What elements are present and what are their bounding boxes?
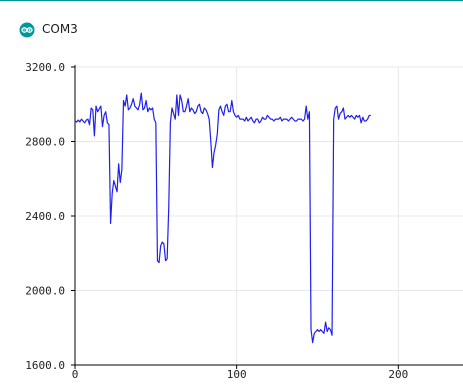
series-line xyxy=(74,92,371,344)
x-tick-label: 0 xyxy=(72,368,79,381)
y-tick-label: 2800.0 xyxy=(25,136,65,149)
y-tick-label: 3200.0 xyxy=(25,61,65,74)
x-tick-label: 100 xyxy=(227,368,247,381)
title-bar: COM3 xyxy=(0,14,463,46)
window-top-edge xyxy=(0,0,463,15)
axis-layer: 1600.0 2000.0 2400.0 2800.0 3200.0 0 100 200 xyxy=(25,61,463,381)
x-tick-label: 200 xyxy=(388,368,408,381)
y-tick-label: 1600.0 xyxy=(25,359,65,372)
plot-area: 1600.0 2000.0 2400.0 2800.0 3200.0 0 100 200 xyxy=(0,46,463,385)
y-tick-label: 2000.0 xyxy=(25,285,65,298)
arduino-logo-icon xyxy=(19,22,35,38)
port-title: COM3 xyxy=(42,22,78,36)
y-tick-label: 2400.0 xyxy=(25,210,65,223)
series-layer xyxy=(74,92,371,344)
grid-layer xyxy=(74,66,463,366)
arduino-logo-svg xyxy=(19,22,35,38)
serial-plot-chart: 1600.0 2000.0 2400.0 2800.0 3200.0 0 100 200 xyxy=(25,61,463,381)
